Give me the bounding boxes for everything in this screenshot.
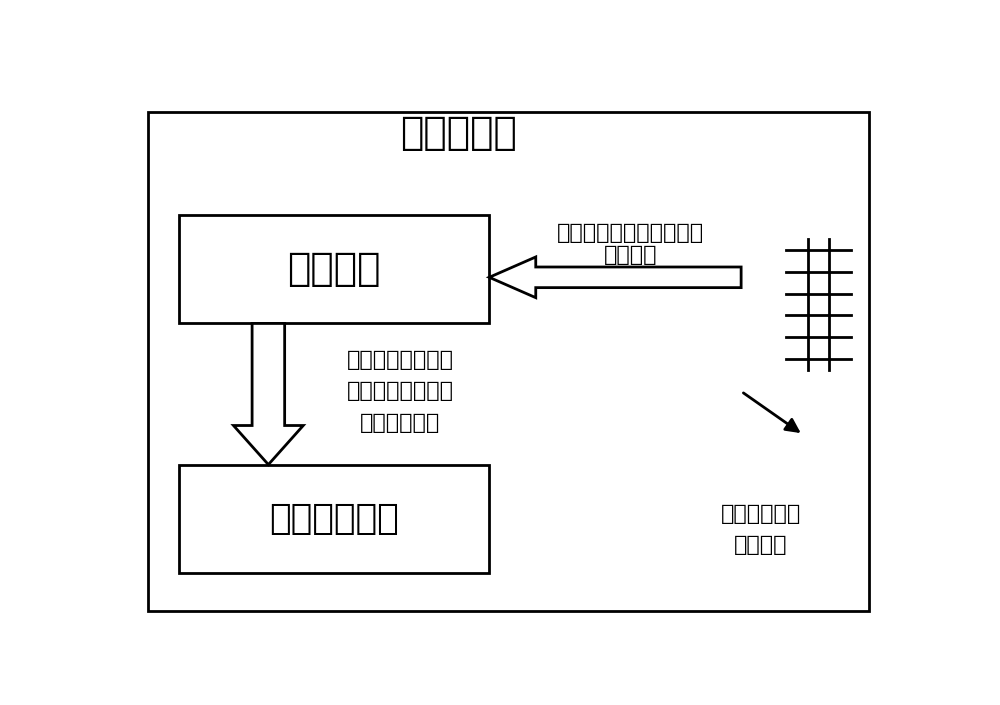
Text: 程序代码: 程序代码 [604,245,657,264]
Polygon shape [489,257,741,298]
Text: 主控芯片及安全监控芯片: 主控芯片及安全监控芯片 [557,223,704,243]
Text: 车载控制器: 车载控制器 [400,114,517,152]
Polygon shape [234,324,303,465]
Text: 主控芯片程序
烧录接口: 主控芯片程序 烧录接口 [720,504,801,556]
Text: 通过主控芯片应用
编程模块烧录安全
监控程序代码: 通过主控芯片应用 编程模块烧录安全 监控程序代码 [347,350,454,432]
Bar [179,215,489,324]
Text: 主控芯片: 主控芯片 [288,250,381,288]
Text: 安全监控芯片: 安全监控芯片 [269,502,399,536]
Bar [179,465,489,573]
